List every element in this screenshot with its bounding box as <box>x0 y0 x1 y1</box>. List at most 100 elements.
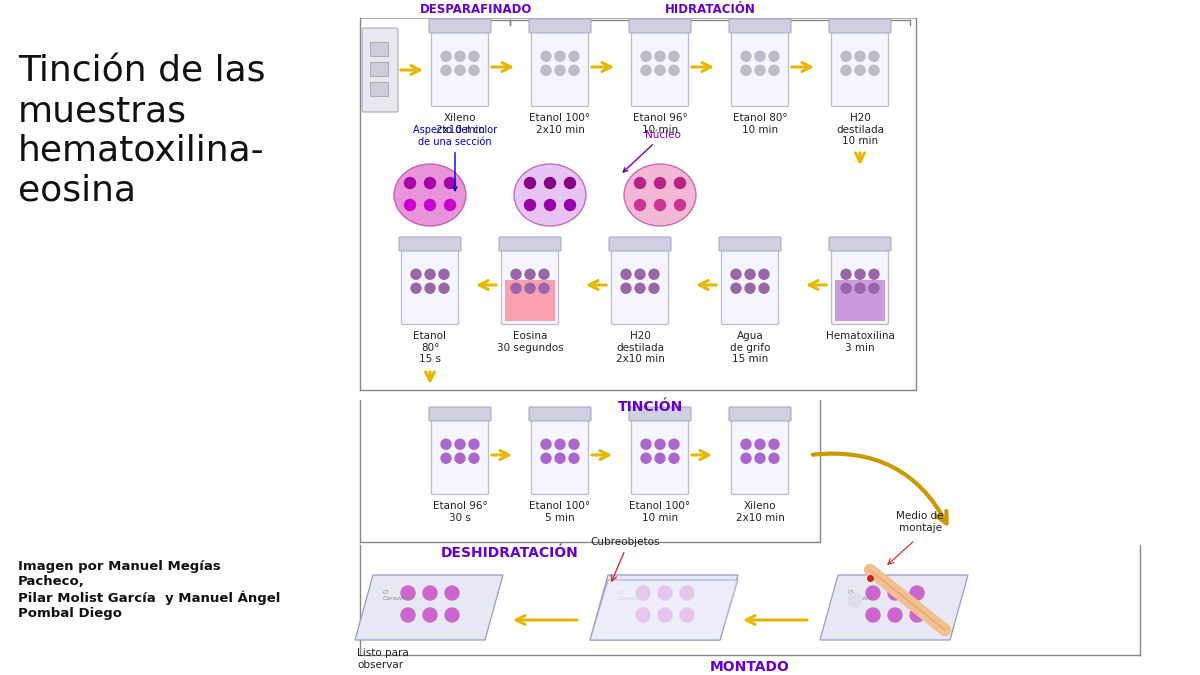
Circle shape <box>524 200 535 211</box>
Circle shape <box>769 439 779 450</box>
Text: H20
destilada
10 min: H20 destilada 10 min <box>836 113 884 146</box>
Circle shape <box>731 284 742 293</box>
Text: Etanol 100°
2x10 min: Etanol 100° 2x10 min <box>529 113 590 134</box>
Ellipse shape <box>624 164 696 226</box>
Circle shape <box>439 269 449 279</box>
Circle shape <box>658 608 672 622</box>
Circle shape <box>769 65 779 75</box>
Circle shape <box>541 51 551 61</box>
Text: CI
Carazon: CI Carazon <box>618 590 644 601</box>
Circle shape <box>425 200 436 211</box>
FancyBboxPatch shape <box>730 19 791 33</box>
Text: DESPARAFINADO: DESPARAFINADO <box>420 3 532 16</box>
Circle shape <box>910 586 924 600</box>
Text: Xileno
2x10 min: Xileno 2x10 min <box>736 501 785 522</box>
FancyBboxPatch shape <box>629 19 691 33</box>
FancyBboxPatch shape <box>732 28 788 107</box>
Circle shape <box>654 200 666 211</box>
Circle shape <box>442 453 451 463</box>
Text: Xileno
2x10 min: Xileno 2x10 min <box>436 113 485 134</box>
Circle shape <box>760 284 769 293</box>
Circle shape <box>564 200 576 211</box>
Text: Imagen por Manuel Megías
Pacheco,
Pilar Molist García  y Manuel Ángel
Pombal Die: Imagen por Manuel Megías Pacheco, Pilar … <box>18 560 281 620</box>
Circle shape <box>554 453 565 463</box>
FancyBboxPatch shape <box>430 407 491 421</box>
Circle shape <box>455 439 466 450</box>
Circle shape <box>569 65 580 75</box>
Circle shape <box>442 51 451 61</box>
FancyBboxPatch shape <box>832 246 888 325</box>
Bar <box>835 279 886 321</box>
Circle shape <box>848 593 862 607</box>
FancyBboxPatch shape <box>612 246 668 325</box>
Circle shape <box>655 439 665 450</box>
Circle shape <box>554 51 565 61</box>
Circle shape <box>442 65 451 75</box>
Circle shape <box>622 269 631 279</box>
Text: Listo para
observar: Listo para observar <box>358 648 409 670</box>
Circle shape <box>635 284 646 293</box>
Circle shape <box>425 284 436 293</box>
Circle shape <box>545 200 556 211</box>
Text: Etanol 96°
10 min: Etanol 96° 10 min <box>632 113 688 134</box>
Circle shape <box>545 178 556 188</box>
Circle shape <box>769 453 779 463</box>
Bar <box>370 62 388 76</box>
Circle shape <box>439 284 449 293</box>
FancyBboxPatch shape <box>832 28 888 107</box>
Circle shape <box>410 284 421 293</box>
Circle shape <box>539 269 550 279</box>
FancyBboxPatch shape <box>402 246 458 325</box>
Text: Hematoxilina
3 min: Hematoxilina 3 min <box>826 331 894 352</box>
Text: Etanol 100°
10 min: Etanol 100° 10 min <box>630 501 690 522</box>
Circle shape <box>445 608 458 622</box>
Circle shape <box>841 51 851 61</box>
Circle shape <box>564 178 576 188</box>
Circle shape <box>670 65 679 75</box>
FancyBboxPatch shape <box>721 246 779 325</box>
Text: HIDRATACIÓN: HIDRATACIÓN <box>665 3 756 16</box>
Circle shape <box>425 178 436 188</box>
FancyBboxPatch shape <box>532 28 588 107</box>
FancyBboxPatch shape <box>631 28 689 107</box>
FancyBboxPatch shape <box>499 237 562 251</box>
Circle shape <box>670 453 679 463</box>
Text: Etanol 96°
30 s: Etanol 96° 30 s <box>433 501 487 522</box>
Text: CI
Carazon: CI Carazon <box>383 590 409 601</box>
Circle shape <box>742 453 751 463</box>
Circle shape <box>680 586 694 600</box>
Text: Medio de
montaje: Medio de montaje <box>896 512 943 533</box>
Circle shape <box>554 65 565 75</box>
Circle shape <box>869 51 878 61</box>
Text: Cubreobjetos: Cubreobjetos <box>590 537 660 547</box>
Circle shape <box>854 284 865 293</box>
Circle shape <box>511 284 521 293</box>
Polygon shape <box>590 580 738 640</box>
Circle shape <box>541 65 551 75</box>
Circle shape <box>526 269 535 279</box>
Circle shape <box>455 51 466 61</box>
FancyBboxPatch shape <box>502 246 558 325</box>
Circle shape <box>731 269 742 279</box>
Bar <box>505 279 554 321</box>
Text: MONTADO: MONTADO <box>710 660 790 674</box>
Circle shape <box>869 284 878 293</box>
Circle shape <box>455 453 466 463</box>
Circle shape <box>655 51 665 61</box>
Circle shape <box>841 269 851 279</box>
Circle shape <box>524 178 535 188</box>
Circle shape <box>755 65 766 75</box>
Text: Eosina
30 segundos: Eosina 30 segundos <box>497 331 563 352</box>
FancyBboxPatch shape <box>732 416 788 495</box>
Circle shape <box>866 608 880 622</box>
Circle shape <box>424 586 437 600</box>
FancyBboxPatch shape <box>631 416 689 495</box>
Circle shape <box>401 586 415 600</box>
Circle shape <box>670 439 679 450</box>
Circle shape <box>404 200 415 211</box>
Circle shape <box>755 453 766 463</box>
Circle shape <box>641 65 650 75</box>
Circle shape <box>455 65 466 75</box>
Circle shape <box>636 608 650 622</box>
FancyBboxPatch shape <box>629 407 691 421</box>
